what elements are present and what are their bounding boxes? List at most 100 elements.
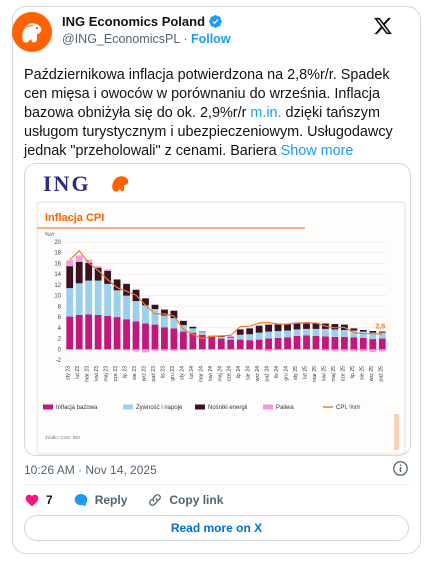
bar-segment bbox=[123, 319, 130, 350]
copy-link-button[interactable]: Copy link bbox=[147, 492, 223, 508]
bar-segment bbox=[350, 337, 358, 350]
x-tick-label: lip 23 bbox=[123, 366, 129, 379]
bar-segment bbox=[161, 349, 168, 351]
bar-segment bbox=[198, 334, 206, 350]
legend-label: Żywność i napoje bbox=[136, 404, 183, 411]
bar-segment bbox=[123, 349, 130, 351]
bar-segment bbox=[322, 336, 329, 350]
x-tick-label: sie 24 bbox=[246, 366, 252, 380]
bar-segment bbox=[94, 267, 102, 281]
legend-label: Inflacja bazowa bbox=[56, 405, 98, 411]
account-handle[interactable]: @ING_EconomicsPL bbox=[62, 32, 180, 46]
x-tick-label: gru 24 bbox=[284, 366, 290, 381]
x-tick-label: kwi 23 bbox=[94, 366, 100, 381]
bar-segment bbox=[340, 336, 348, 350]
bar-segment bbox=[350, 328, 358, 331]
cpi-last-value-label: 2,8 bbox=[375, 323, 385, 330]
x-tick-label: paź 24 bbox=[265, 366, 271, 382]
source-note: Źródło: GUS, ING bbox=[45, 434, 81, 440]
bar-segment bbox=[312, 322, 320, 329]
heart-icon bbox=[25, 494, 39, 507]
divider bbox=[24, 484, 409, 485]
reply-label: Reply bbox=[94, 493, 128, 507]
tweet-media[interactable]: ING Inflacja CPI %r/r -2 0 2 4 6 8 10 12 14 16 18 2… bbox=[24, 163, 411, 456]
tweet-text: Październikowa inflacja potwierdzona na … bbox=[24, 66, 404, 161]
bar-segment bbox=[142, 305, 149, 324]
bar-segment bbox=[66, 316, 74, 350]
avatar[interactable] bbox=[12, 12, 52, 52]
y-tick-label: 6 bbox=[58, 315, 62, 321]
bar-segment bbox=[142, 323, 149, 350]
bar-segment bbox=[94, 266, 102, 268]
y-tick-label: -2 bbox=[56, 358, 62, 364]
tweet-body: Październikowa inflacja potwierdzona na … bbox=[24, 67, 390, 121]
bar-segment bbox=[217, 338, 225, 350]
x-tick-label: gru 23 bbox=[170, 366, 176, 381]
verified-badge-icon bbox=[208, 14, 223, 29]
legend-swatch bbox=[123, 404, 133, 410]
bar-segment bbox=[255, 332, 263, 340]
bar-segment bbox=[246, 349, 254, 350]
x-logo-icon[interactable] bbox=[373, 16, 393, 36]
bar-segment bbox=[170, 310, 178, 319]
bar-segment bbox=[85, 280, 93, 315]
bar-segment bbox=[208, 335, 216, 336]
x-tick-label: lis 23 bbox=[160, 366, 166, 378]
x-tick-label: maj 23 bbox=[104, 366, 110, 382]
x-tick-label: lut 25 bbox=[303, 366, 309, 379]
bar-segment bbox=[369, 349, 377, 352]
bar-segment bbox=[265, 324, 273, 332]
show-more-link[interactable]: Show more bbox=[280, 143, 354, 159]
unit-label: %r/r bbox=[45, 232, 55, 238]
bar-segment bbox=[246, 334, 254, 341]
bar-segment bbox=[161, 315, 168, 328]
bar-segment bbox=[85, 314, 93, 350]
bar-segment bbox=[274, 331, 282, 339]
bar-segment bbox=[340, 329, 348, 337]
x-tick-label: kwi 25 bbox=[321, 366, 327, 381]
bar-segment bbox=[265, 338, 273, 350]
like-button[interactable]: 7 bbox=[24, 492, 53, 508]
display-name[interactable]: ING Economics Poland bbox=[62, 14, 206, 29]
bar-segment bbox=[104, 283, 112, 317]
timestamp[interactable]: 10:26 AM · Nov 14, 2025 bbox=[24, 463, 157, 477]
x-tick-label: lip 24 bbox=[236, 366, 242, 379]
reply-button[interactable]: Reply bbox=[73, 492, 128, 508]
follow-button[interactable]: Follow bbox=[190, 32, 231, 46]
bar-segment bbox=[227, 337, 235, 340]
bar-segment bbox=[255, 349, 263, 351]
x-tick-label: maj 25 bbox=[331, 366, 337, 382]
bar-segment bbox=[217, 336, 225, 339]
x-tick-label: wrz 24 bbox=[255, 366, 261, 381]
bar-segment bbox=[151, 309, 159, 325]
bar-segment bbox=[303, 328, 310, 336]
bar-segment bbox=[340, 349, 348, 352]
bar-segment bbox=[312, 335, 320, 350]
bar-segment bbox=[151, 304, 159, 310]
bar-segment bbox=[331, 349, 339, 352]
panel-accent bbox=[394, 414, 399, 450]
bar-segment bbox=[151, 324, 159, 350]
legend-label: Nośniki energii bbox=[208, 405, 247, 411]
bar-segment bbox=[94, 314, 102, 350]
bar-segment bbox=[312, 328, 320, 336]
bar-segment bbox=[170, 318, 178, 329]
link-icon bbox=[149, 494, 162, 506]
bar-segment bbox=[236, 329, 244, 335]
bar-segment bbox=[217, 336, 225, 337]
bar-segment bbox=[113, 290, 121, 318]
action-bar: 7 Reply Copy link bbox=[24, 490, 223, 510]
read-more-button[interactable]: Read more on X bbox=[24, 515, 409, 541]
x-tick-label: cze 24 bbox=[227, 366, 233, 381]
brand-logo-text: ING bbox=[43, 171, 91, 196]
tweet-inline-link[interactable]: m.in. bbox=[250, 105, 282, 121]
x-tick-label: sty 24 bbox=[179, 366, 185, 380]
tweet-body-rest: dzięki tańszym usługom turystycznym i ub… bbox=[24, 105, 393, 159]
info-icon[interactable] bbox=[392, 460, 409, 477]
bar-segment bbox=[75, 314, 83, 350]
bar-segment bbox=[378, 349, 386, 352]
bar-segment bbox=[378, 332, 386, 339]
y-tick-label: 8 bbox=[58, 304, 62, 310]
bar-segment bbox=[369, 339, 377, 350]
chart-title: Inflacja CPI bbox=[45, 212, 104, 224]
